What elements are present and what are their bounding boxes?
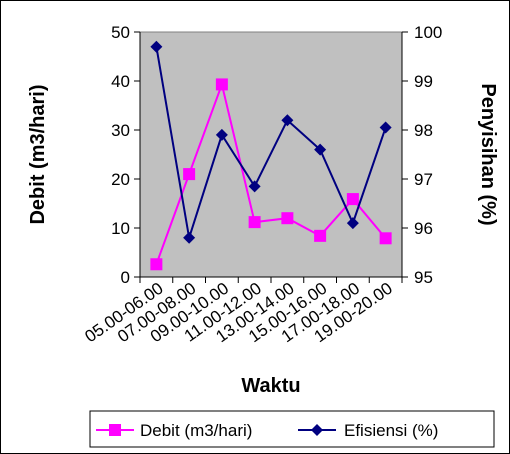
debit-point bbox=[215, 78, 228, 91]
y-tick-label-right: 99 bbox=[414, 72, 433, 91]
efisiensi-point bbox=[346, 217, 359, 230]
y-axis-title-left: Debit (m3/hari) bbox=[27, 84, 49, 224]
efisiensi-point bbox=[281, 114, 294, 127]
legend-box bbox=[89, 410, 495, 448]
y-tick-label-left: 40 bbox=[111, 72, 130, 91]
y-tick-label-left: 0 bbox=[121, 268, 130, 287]
efisiensi-point bbox=[248, 180, 261, 193]
debit-point bbox=[314, 229, 327, 242]
series-layer bbox=[150, 40, 392, 271]
legend-efisiensi-marker bbox=[311, 424, 323, 436]
debit-point bbox=[248, 216, 261, 229]
y-tick-label-left: 10 bbox=[111, 219, 130, 238]
debit-point bbox=[150, 258, 163, 271]
efisiensi-point bbox=[215, 128, 228, 141]
debit-point bbox=[281, 212, 294, 225]
efisiensi-point bbox=[314, 143, 327, 156]
y-tick-label-right: 97 bbox=[414, 170, 433, 189]
debit-point bbox=[379, 232, 392, 245]
legend: Debit (m3/hari) Efisiensi (%) bbox=[89, 410, 495, 448]
debit-point bbox=[346, 193, 359, 206]
y-tick-label-right: 95 bbox=[414, 268, 433, 287]
y-tick-label-right: 98 bbox=[414, 121, 433, 140]
y-axis-title-right: Penyisihan (%) bbox=[477, 83, 499, 225]
x-axis-title: Waktu bbox=[241, 375, 300, 397]
efisiensi-point bbox=[150, 40, 163, 53]
y-tick-label-right: 100 bbox=[414, 23, 442, 42]
y-tick-label-right: 96 bbox=[414, 219, 433, 238]
legend-debit-marker bbox=[109, 424, 121, 436]
y-tick-label-left: 20 bbox=[111, 170, 130, 189]
legend-debit-label: Debit (m3/hari) bbox=[140, 421, 252, 440]
axes: 0 10 20 30 40 50 95 96 97 98 99 100 bbox=[111, 23, 442, 287]
efisiensi-point bbox=[379, 121, 392, 134]
y-tick-label-left: 50 bbox=[111, 23, 130, 42]
debit-point bbox=[183, 168, 196, 181]
efisiensi-series-line bbox=[155, 46, 387, 239]
legend-efisiensi-label: Efisiensi (%) bbox=[344, 421, 438, 440]
efisiensi-point bbox=[183, 231, 196, 244]
debit-series-line bbox=[155, 80, 387, 265]
y-tick-label-left: 30 bbox=[111, 121, 130, 140]
